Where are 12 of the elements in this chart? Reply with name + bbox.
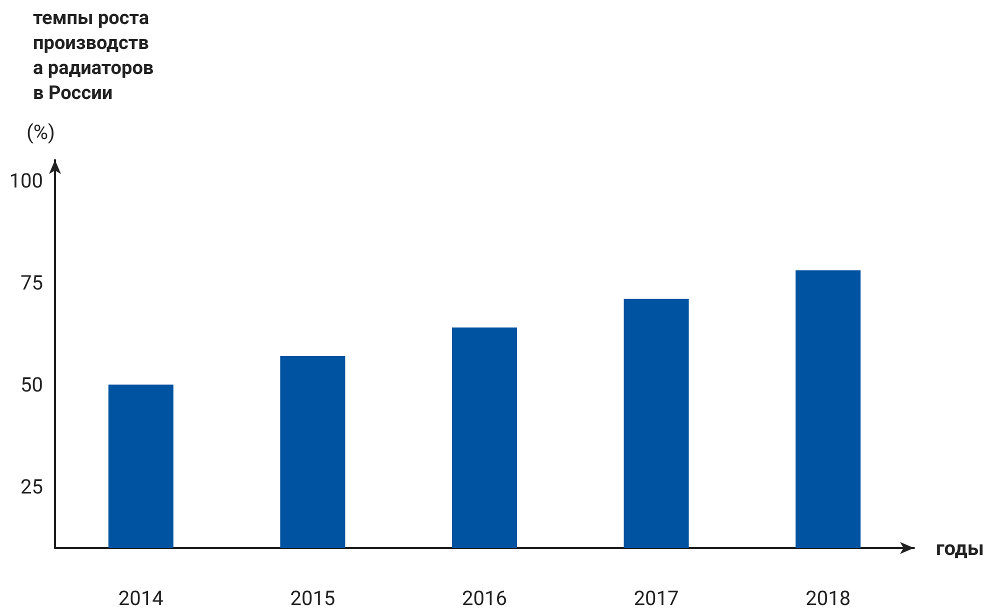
x-axis-title: годы bbox=[936, 536, 984, 560]
x-tick-label: 2015 bbox=[290, 586, 336, 608]
x-tick-label: 2017 bbox=[634, 586, 679, 608]
x-tick-label: 2016 bbox=[462, 586, 507, 608]
y-tick-label: 50 bbox=[20, 372, 43, 397]
y-tick-label: 25 bbox=[20, 474, 43, 499]
y-tick-label: 75 bbox=[20, 270, 43, 295]
x-tick-label: 2018 bbox=[806, 586, 851, 608]
chart-title: темпы роста производства радиаторов в России bbox=[33, 6, 158, 104]
x-tick-label: 2014 bbox=[118, 586, 164, 608]
y-tick-label: 100 bbox=[9, 168, 43, 192]
y-axis-title: (%) bbox=[26, 120, 55, 144]
